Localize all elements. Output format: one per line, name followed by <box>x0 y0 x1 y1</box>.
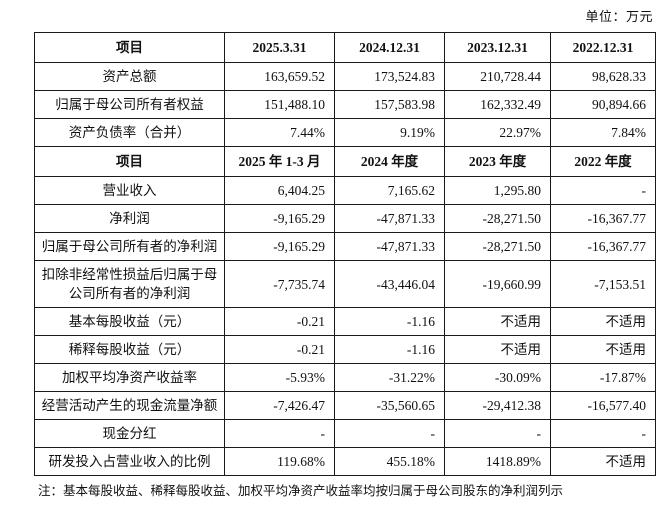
financial-table-body: 项目 2025.3.31 2024.12.31 2023.12.31 2022.12.3… <box>34 32 656 476</box>
value-cell: 不适用 <box>444 307 551 336</box>
value-cell: -43,446.04 <box>334 260 445 308</box>
value-cell: -7,426.47 <box>224 391 335 420</box>
value-cell: -16,367.77 <box>550 232 656 261</box>
table-row: 现金分红 - - - - <box>34 419 656 448</box>
value-cell: 7.84% <box>550 118 656 147</box>
value-cell: -9,165.29 <box>224 232 335 261</box>
row-label: 加权平均净资产收益率 <box>34 363 225 392</box>
value-cell: 151,488.10 <box>224 90 335 119</box>
value-cell: -9,165.29 <box>224 204 335 233</box>
value-cell: 22.97% <box>444 118 551 147</box>
value-cell: - <box>550 419 656 448</box>
value-cell: -5.93% <box>224 363 335 392</box>
value-cell: 1418.89% <box>444 447 551 476</box>
value-cell: -16,577.40 <box>550 391 656 420</box>
row-label: 归属于母公司所有者的净利润 <box>34 232 225 261</box>
value-cell: -35,560.65 <box>334 391 445 420</box>
value-cell: -1.16 <box>334 307 445 336</box>
value-cell: 163,659.52 <box>224 62 335 91</box>
value-cell: -28,271.50 <box>444 232 551 261</box>
value-cell: -30.09% <box>444 363 551 392</box>
header-row: 项目 2025.3.31 2024.12.31 2023.12.31 2022.12.3… <box>34 32 656 63</box>
value-cell: 173,524.83 <box>334 62 445 91</box>
value-cell: -19,660.99 <box>444 260 551 308</box>
value-cell: 不适用 <box>550 335 656 364</box>
row-label: 基本每股收益（元） <box>34 307 225 336</box>
table-row: 加权平均净资产收益率 -5.93% -31.22% -30.09% -17.87% <box>34 363 656 392</box>
header-row: 项目 2025 年 1-3 月 2024 年度 2023 年度 2022 年度 <box>34 146 656 177</box>
value-cell: -1.16 <box>334 335 445 364</box>
table-row: 研发投入占营业收入的比例 119.68% 455.18% 1418.89% 不适用 <box>34 447 656 476</box>
value-cell: - <box>550 176 656 205</box>
footnote: 注：基本每股收益、稀释每股收益、加权平均净资产收益率均按归属于母公司股东的净利润… <box>38 484 564 498</box>
value-cell: - <box>334 419 445 448</box>
value-cell: 119.68% <box>224 447 335 476</box>
value-cell: -7,153.51 <box>550 260 656 308</box>
table-row: 营业收入 6,404.25 7,165.62 1,295.80- <box>34 176 656 205</box>
row-label: 资产负债率（合并） <box>34 118 225 147</box>
value-cell: -47,871.33 <box>334 232 445 261</box>
row-label: 现金分红 <box>34 419 225 448</box>
header-period-label: 2023 年度 <box>444 146 551 177</box>
table-row: 资产总额 163,659.52 173,524.83 210,728.44 98,628… <box>34 62 656 91</box>
table-row: 基本每股收益（元） -0.21 -1.16 不适用 不适用 <box>34 307 656 336</box>
value-cell: 9.19% <box>334 118 445 147</box>
table-row: 归属于母公司所有者的净利润 -9,165.29 -47,871.33 -28,271.… <box>34 232 656 261</box>
header-period-label: 2022.12.31 <box>550 32 656 63</box>
value-cell: 7,165.62 <box>334 176 445 205</box>
row-label: 扣除非经常性损益后归属于母公司所有者的净利润 <box>34 260 225 308</box>
value-cell: -16,367.77 <box>550 204 656 233</box>
header-period-label: 2025.3.31 <box>224 32 335 63</box>
row-label: 资产总额 <box>34 62 225 91</box>
value-cell: -17.87% <box>550 363 656 392</box>
row-label: 营业收入 <box>34 176 225 205</box>
row-label: 研发投入占营业收入的比例 <box>34 447 225 476</box>
value-cell: - <box>444 419 551 448</box>
header-period-label: 2022 年度 <box>550 146 656 177</box>
value-cell: 不适用 <box>444 335 551 364</box>
table-row: 经营活动产生的现金流量净额 -7,426.47 -35,560.65 -29,412.… <box>34 391 656 420</box>
value-cell: 98,628.33 <box>550 62 656 91</box>
value-cell: -29,412.38 <box>444 391 551 420</box>
value-cell: 162,332.49 <box>444 90 551 119</box>
table-row: 归属于母公司所有者权益 151,488.10 157,583.98 162,332.4… <box>34 90 656 119</box>
value-cell: 90,894.66 <box>550 90 656 119</box>
value-cell: 210,728.44 <box>444 62 551 91</box>
row-label: 稀释每股收益（元） <box>34 335 225 364</box>
header-period-label: 2024.12.31 <box>334 32 445 63</box>
value-cell: -31.22% <box>334 363 445 392</box>
value-cell: - <box>224 419 335 448</box>
value-cell: -7,735.74 <box>224 260 335 308</box>
value-cell: 不适用 <box>550 307 656 336</box>
value-cell: 6,404.25 <box>224 176 335 205</box>
row-label: 归属于母公司所有者权益 <box>34 90 225 119</box>
unit-label: 单位：万元 <box>585 9 653 24</box>
value-cell: 不适用 <box>550 447 656 476</box>
value-cell: 1,295.80 <box>444 176 551 205</box>
table-row: 稀释每股收益（元） -0.21 -1.16 不适用 不适用 <box>34 335 656 364</box>
value-cell: -47,871.33 <box>334 204 445 233</box>
header-period-label: 2024 年度 <box>334 146 445 177</box>
table-row: 净利润 -9,165.29 -47,871.33 -28,271.50 -16,367.… <box>34 204 656 233</box>
value-cell: -0.21 <box>224 307 335 336</box>
header-item-label: 项目 <box>34 146 225 177</box>
table-row: 资产负债率（合并） 7.44% 9.19% 22.97% 7.84% <box>34 118 656 147</box>
table-row: 扣除非经常性损益后归属于母公司所有者的净利润 -7,735.74 -43,446.0… <box>34 260 656 308</box>
row-label: 经营活动产生的现金流量净额 <box>34 391 225 420</box>
financial-summary-table: 项目 2025.3.31 2024.12.31 2023.12.31 2022.12.3… <box>34 32 656 476</box>
header-period-label: 2023.12.31 <box>444 32 551 63</box>
value-cell: 157,583.98 <box>334 90 445 119</box>
header-period-label: 2025 年 1-3 月 <box>224 146 335 177</box>
value-cell: 455.18% <box>334 447 445 476</box>
row-label: 净利润 <box>34 204 225 233</box>
header-item-label: 项目 <box>34 32 225 63</box>
value-cell: -0.21 <box>224 335 335 364</box>
value-cell: 7.44% <box>224 118 335 147</box>
value-cell: -28,271.50 <box>444 204 551 233</box>
